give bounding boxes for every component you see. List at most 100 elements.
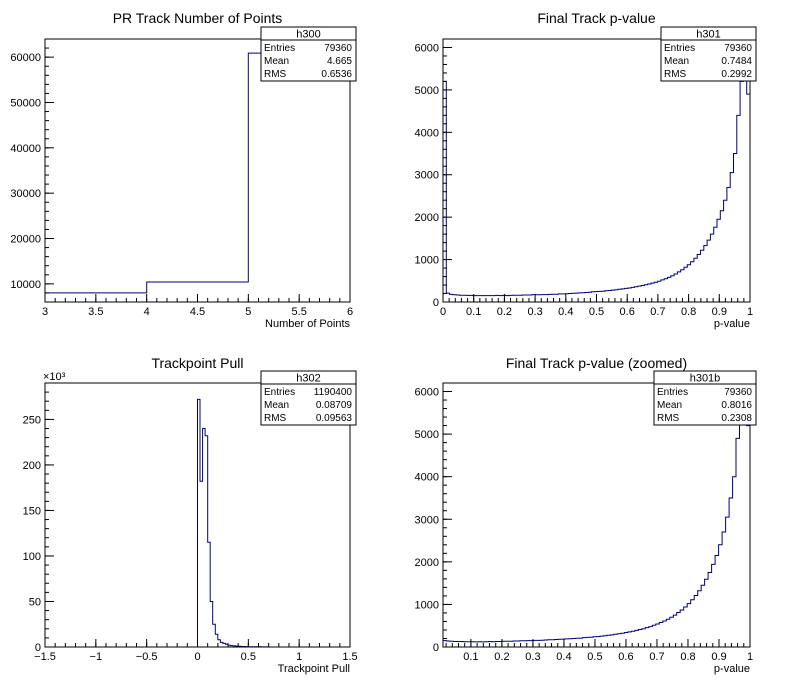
stats-histogram-name: h302 xyxy=(296,373,320,385)
histogram-panel-1: PR Track Number of Points 3 3.5 4 4.5 5 5.5 6 10… xyxy=(10,10,357,330)
stats-value: 0.7484 xyxy=(721,56,752,67)
chart-title: Final Track p-value xyxy=(537,10,655,26)
x-tick-label: 0.3 xyxy=(525,651,540,663)
stats-value: 0.2308 xyxy=(721,413,752,424)
stats-label: RMS xyxy=(664,69,687,80)
y-tick-label: 100 xyxy=(23,551,41,563)
stats-label: Entries xyxy=(664,43,695,54)
plot-frame xyxy=(442,382,751,648)
x-tick-label: 1 xyxy=(296,651,302,663)
histogram-panel-4: Final Track p-value (zoomed) 0.1 0.2 0.3 0.4… xyxy=(415,355,757,675)
stats-value: 0.2992 xyxy=(721,69,752,80)
y-tick-label: 0 xyxy=(433,297,439,309)
chart-title: Trackpoint Pull xyxy=(151,355,243,371)
stats-label: Mean xyxy=(657,400,682,411)
stats-value: 79360 xyxy=(724,387,752,398)
stats-label: Mean xyxy=(264,400,289,411)
stats-label: RMS xyxy=(657,413,680,424)
histogram-series-line xyxy=(442,55,751,302)
stats-box-frame xyxy=(260,370,357,426)
histogram-panel-3: Trackpoint Pull −1.5 −1 −0.5 0 0.5 1 1.5 0 50 100 1… xyxy=(23,355,358,675)
y-tick-label: 30000 xyxy=(10,188,41,200)
y-axis-exponent: ×10³ xyxy=(43,371,66,383)
stats-label: RMS xyxy=(264,413,287,424)
x-tick-label: 4 xyxy=(144,306,150,318)
x-tick-label: 5.5 xyxy=(292,306,307,318)
x-tick-label: −0.5 xyxy=(136,651,158,663)
x-tick-label: 0.8 xyxy=(680,651,695,663)
x-tick-label: 1 xyxy=(747,306,753,318)
x-tick-label: 3.5 xyxy=(88,306,103,318)
x-tick-label: 0.5 xyxy=(241,651,256,663)
y-tick-label: 5000 xyxy=(415,429,439,441)
x-tick-label: 0.1 xyxy=(466,306,481,318)
stats-value: 0.6536 xyxy=(321,69,352,80)
x-axis-label: Trackpoint Pull xyxy=(278,663,350,675)
y-tick-label: 4000 xyxy=(415,127,439,139)
y-tick-label: 4000 xyxy=(415,472,439,484)
stats-value: 0.08709 xyxy=(316,400,353,411)
x-tick-label: 0.9 xyxy=(712,306,727,318)
y-tick-label: 2000 xyxy=(415,212,439,224)
stats-label: Entries xyxy=(264,43,295,54)
stats-histogram-name: h301 xyxy=(696,29,720,41)
x-tick-label: 0.6 xyxy=(618,651,633,663)
y-tick-label: 3000 xyxy=(415,170,439,182)
y-tick-label: 60000 xyxy=(10,52,41,64)
histogram-panel-2: Final Track p-value 0 0.1 0.2 0.3 0.4 0.5 0.6 0.… xyxy=(415,10,757,330)
x-tick-label: 0 xyxy=(194,651,200,663)
y-tick-label: 10000 xyxy=(10,279,41,291)
y-tick-label: 3000 xyxy=(415,514,439,526)
y-tick-label: 6000 xyxy=(415,42,439,54)
x-axis-label: p-value xyxy=(714,663,750,675)
x-tick-label: 0.6 xyxy=(620,306,635,318)
stats-label: Mean xyxy=(264,56,289,67)
x-tick-label: 1.5 xyxy=(342,651,357,663)
y-tick-label: 50 xyxy=(29,596,41,608)
y-tick-label: 20000 xyxy=(10,234,41,246)
x-tick-label: 0.1 xyxy=(463,651,478,663)
stats-label: RMS xyxy=(264,69,287,80)
x-tick-label: 3 xyxy=(42,306,48,318)
stats-label: Mean xyxy=(664,56,689,67)
x-tick-label: 0.2 xyxy=(494,651,509,663)
stats-label: Entries xyxy=(264,387,295,398)
y-tick-label: 1000 xyxy=(415,255,439,267)
x-tick-label: −1 xyxy=(90,651,103,663)
x-tick-label: 1 xyxy=(747,651,753,663)
x-tick-label: 0 xyxy=(440,306,446,318)
x-tick-label: 0.9 xyxy=(711,651,726,663)
x-axis-label: Number of Points xyxy=(265,318,350,330)
histogram-series-line xyxy=(44,52,351,302)
stats-value: 79360 xyxy=(324,43,352,54)
y-tick-label: 0 xyxy=(35,642,41,654)
chart-title: PR Track Number of Points xyxy=(113,10,283,26)
stats-value: 79360 xyxy=(724,43,752,54)
stats-box-frame xyxy=(660,26,757,82)
y-tick-label: 200 xyxy=(23,460,41,472)
y-tick-label: 6000 xyxy=(415,387,439,399)
stats-value: 1190400 xyxy=(314,387,353,398)
x-tick-label: 5 xyxy=(245,306,251,318)
y-tick-label: 50000 xyxy=(10,97,41,109)
y-tick-label: 40000 xyxy=(10,143,41,155)
stats-box-frame xyxy=(260,26,357,82)
x-tick-label: 0.4 xyxy=(558,306,573,318)
x-tick-label: 0.2 xyxy=(497,306,512,318)
histogram-series-line xyxy=(442,395,751,647)
stats-value: 0.09563 xyxy=(316,413,353,424)
y-tick-label: 250 xyxy=(23,414,41,426)
x-axis-label: p-value xyxy=(714,318,750,330)
stats-label: Entries xyxy=(657,387,688,398)
x-tick-label: 0.8 xyxy=(681,306,696,318)
stats-value: 4.665 xyxy=(327,56,352,67)
y-tick-label: 1000 xyxy=(415,599,439,611)
x-tick-label: 0.7 xyxy=(650,306,665,318)
y-tick-label: 0 xyxy=(433,642,439,654)
y-tick-label: 5000 xyxy=(415,85,439,97)
y-tick-label: 2000 xyxy=(415,557,439,569)
x-tick-label: 0.7 xyxy=(649,651,664,663)
